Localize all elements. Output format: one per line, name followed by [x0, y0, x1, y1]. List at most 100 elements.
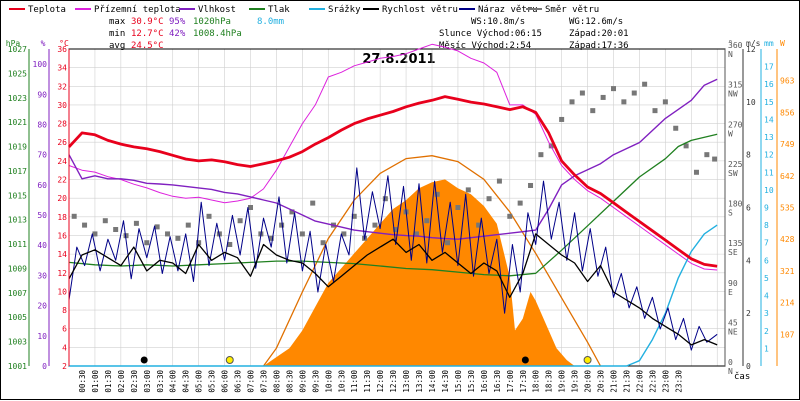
- x-tick-label: 21:00: [610, 370, 619, 393]
- astro-block: WS:10.8m/s WG:12.6m/s Slunce Východ:06:1…: [439, 17, 629, 51]
- pressure-axis-tick: 1019: [8, 143, 27, 152]
- moonset-info: Západ:17:36: [569, 41, 629, 51]
- temperature-axis-tick: 28: [57, 120, 67, 129]
- x-tick-label: 19:00: [558, 370, 567, 393]
- wind-direction-point: [693, 169, 699, 175]
- rain-axis-tick: 6: [764, 256, 769, 265]
- series-vlhkost: [68, 78, 718, 240]
- wind-dir-axis-tick: 360: [728, 41, 743, 50]
- wind-direction-point: [486, 196, 492, 202]
- series-rychlost-větru: [68, 233, 718, 346]
- wind-dir-axis-tick: SW: [728, 169, 738, 178]
- x-tick-label: 20:00: [584, 370, 593, 393]
- wind-direction-point: [590, 108, 596, 114]
- wind-direction-point: [165, 231, 171, 237]
- wind-direction-point: [113, 227, 119, 233]
- humidity-axis-tick: 60: [37, 181, 47, 190]
- pressure-axis-tick: 1003: [8, 338, 27, 347]
- wind-gust-info: WG:12.6m/s: [569, 17, 623, 27]
- wind-dir-axis-tick: 225: [728, 160, 743, 169]
- x-tick-label: 17:30: [519, 370, 528, 393]
- solar-axis-tick: 107: [780, 330, 795, 339]
- rain-axis-unit: mm: [764, 39, 774, 48]
- wind-dir-axis-tick: NE: [728, 327, 738, 336]
- wind-direction-point: [185, 222, 191, 228]
- stats-min-hum: 42%: [169, 29, 186, 39]
- wind-speed-axis-tick: 6: [746, 204, 751, 213]
- pressure-axis-tick: 1027: [8, 45, 27, 54]
- wind-direction-point: [206, 213, 212, 219]
- wind-direction-point: [341, 231, 347, 237]
- temperature-axis-tick: 6: [62, 325, 67, 334]
- x-tick-label: 14:30: [441, 370, 450, 393]
- moon-marker: [521, 356, 529, 364]
- x-tick-label: 22:30: [648, 370, 657, 393]
- x-axis-label: čas: [734, 371, 750, 382]
- humidity-axis-tick: 0: [42, 362, 47, 371]
- temperature-axis-unit: °C: [59, 39, 69, 48]
- x-tick-label: 20:30: [597, 370, 606, 393]
- x-tick-label: 16:00: [480, 370, 489, 393]
- solar-axis-tick: 856: [780, 108, 795, 117]
- x-tick-label: 08:00: [272, 370, 281, 393]
- wind-speed-axis-tick: 4: [746, 256, 751, 265]
- solar-axis-tick: 428: [780, 235, 795, 244]
- series-náraz-větru: [68, 167, 718, 351]
- pressure-axis-tick: 1001: [8, 362, 27, 371]
- rain-axis-tick: 15: [764, 98, 774, 107]
- temperature-axis-tick: 22: [57, 176, 67, 185]
- pressure-axis-tick: 1023: [8, 94, 27, 103]
- temperature-axis-tick: 32: [57, 82, 67, 91]
- wind-direction-point: [133, 220, 139, 226]
- solar-axis-tick: 749: [780, 140, 795, 149]
- wind-direction-point: [704, 152, 710, 158]
- x-tick-label: 18:30: [545, 370, 554, 393]
- x-tick-label: 02:30: [130, 370, 139, 393]
- wind-speed-axis-tick: 10: [746, 98, 756, 107]
- rain-axis-tick: 17: [764, 63, 774, 72]
- stats-avg-label: avg: [109, 41, 125, 51]
- solar-radiation-area: [263, 179, 575, 366]
- wind-dir-axis-tick: N: [728, 50, 733, 59]
- humidity-axis-tick: 100: [33, 60, 48, 69]
- moon-marker: [140, 356, 148, 364]
- wind-direction-point: [476, 222, 482, 228]
- wind-direction-point: [424, 218, 430, 224]
- x-tick-label: 03:30: [156, 370, 165, 393]
- x-tick-label: 13:00: [402, 370, 411, 393]
- wind-direction-point: [569, 99, 575, 105]
- series-přízemní-teplota: [68, 43, 718, 271]
- humidity-axis-tick: 10: [37, 332, 47, 341]
- wind-direction-point: [445, 240, 451, 246]
- wind-dir-axis-tick: N: [728, 367, 733, 376]
- rain-axis-tick: 1: [764, 344, 769, 353]
- x-tick-label: 18:00: [532, 370, 541, 393]
- wind-direction-point: [71, 213, 77, 219]
- wind-direction-point: [279, 222, 285, 228]
- wind-direction-point: [528, 182, 534, 188]
- wind-direction-point: [517, 200, 523, 206]
- wind-direction-point: [579, 90, 585, 96]
- stats-max-press: 1020hPa: [193, 17, 231, 27]
- wind-dir-axis-tick: W: [728, 129, 733, 138]
- x-tick-label: 04:00: [169, 370, 178, 393]
- wind-direction-point: [299, 231, 305, 237]
- legend: Teplota Přízemní teplota Vlhkost Tlak Srážky…: [9, 5, 599, 15]
- legend-label: Tlak: [268, 5, 290, 15]
- x-tick-label: 14:00: [428, 370, 437, 393]
- humidity-axis-tick: 70: [37, 151, 47, 160]
- wind-direction-point: [382, 196, 388, 202]
- x-tick-label: 09:30: [311, 370, 320, 393]
- stats-min-temp: 12.7°C: [131, 29, 164, 39]
- wind-dir-axis-tick: S: [728, 209, 733, 218]
- wind-direction-point: [683, 143, 689, 149]
- stats-avg-temp: 24.5°C: [131, 41, 164, 51]
- humidity-axis-tick: 20: [37, 302, 47, 311]
- temperature-axis-tick: 36: [57, 45, 67, 54]
- solar-axis-tick: 963: [780, 77, 795, 86]
- wind-dir-axis-tick: NW: [728, 90, 738, 99]
- wind-direction-point: [712, 156, 718, 162]
- temperature-axis-tick: 24: [57, 157, 67, 166]
- x-tick-label: 23:00: [661, 370, 670, 393]
